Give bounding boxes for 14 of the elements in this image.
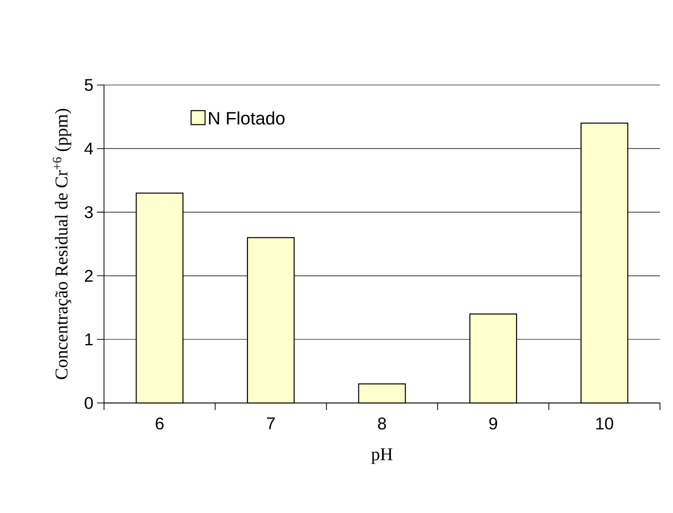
x-tick-label: 7 xyxy=(266,418,275,430)
x-tick-label: 8 xyxy=(378,418,386,430)
x-tick-label: 6 xyxy=(156,418,164,430)
y-tick-label: 0 xyxy=(84,396,93,409)
legend-label: N Flotado xyxy=(209,111,285,125)
y-tick-label: 2 xyxy=(84,270,93,282)
y-axis-title: Concentração Residual de Cr$^{+6}$ (ppm) xyxy=(52,108,72,380)
x-tick-label: 9 xyxy=(489,418,498,430)
y-tick-label: 3 xyxy=(84,206,93,218)
y-tick-label: 4 xyxy=(84,142,93,154)
x-tick-label: 10 xyxy=(596,418,614,430)
y-tick-label: 1 xyxy=(85,334,93,346)
x-axis-title: pH xyxy=(371,448,392,464)
y-tick-label: 5 xyxy=(84,79,93,91)
